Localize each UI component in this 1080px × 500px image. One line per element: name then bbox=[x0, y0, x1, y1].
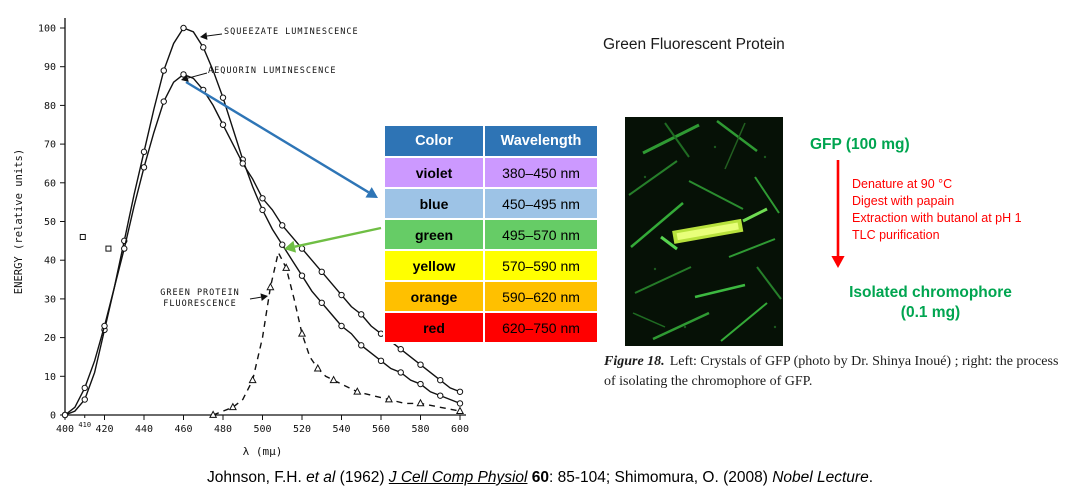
process-step: Denature at 90 °C bbox=[852, 177, 953, 191]
wavelength-cell-green: 495–570 nm bbox=[483, 218, 599, 251]
wavelength-color-table: Color Wavelength violet 380–450 nm blue 450… bbox=[383, 124, 599, 344]
svg-text:440: 440 bbox=[135, 424, 153, 435]
color-table-header-color: Color bbox=[383, 124, 485, 158]
svg-text:30: 30 bbox=[44, 294, 56, 305]
wavelength-cell-violet: 380–450 nm bbox=[483, 156, 599, 189]
wavelength-cell-red: 620–750 nm bbox=[483, 311, 599, 344]
color-table-row-red: red 620–750 nm bbox=[383, 311, 599, 344]
process-step: TLC purification bbox=[852, 227, 940, 242]
process-step: Digest with papain bbox=[852, 193, 955, 208]
svg-text:50: 50 bbox=[44, 217, 56, 228]
color-table-row-violet: violet 380–450 nm bbox=[383, 156, 599, 189]
svg-text:λ (mμ): λ (mμ) bbox=[243, 445, 283, 458]
svg-text:600: 600 bbox=[451, 424, 469, 435]
color-table-header-row: Color Wavelength bbox=[383, 124, 599, 158]
svg-text:10: 10 bbox=[44, 372, 56, 383]
svg-text:540: 540 bbox=[332, 424, 350, 435]
svg-text:ENERGY (relative units): ENERGY (relative units) bbox=[13, 149, 25, 294]
svg-text:20: 20 bbox=[44, 333, 56, 344]
gfp-process-steps: Denature at 90 °C Digest with papain Extra… bbox=[852, 176, 1022, 244]
crystals-photo-svg bbox=[625, 117, 783, 346]
svg-text:410: 410 bbox=[78, 421, 91, 429]
color-cell-orange: orange bbox=[383, 280, 485, 313]
color-cell-yellow: yellow bbox=[383, 249, 485, 282]
color-cell-blue: blue bbox=[383, 187, 485, 220]
svg-text:60: 60 bbox=[44, 178, 56, 189]
citation-segment: (1962) bbox=[335, 469, 389, 486]
isolated-chromophore-line2: (0.1 mg) bbox=[900, 304, 961, 322]
gfp-section-title: Green Fluorescent Protein bbox=[603, 36, 785, 53]
svg-text:460: 460 bbox=[174, 424, 192, 435]
color-table-row-orange: orange 590–620 nm bbox=[383, 280, 599, 313]
wavelength-cell-blue: 450–495 nm bbox=[483, 187, 599, 220]
color-table-row-green: green 495–570 nm bbox=[383, 218, 599, 251]
citation-segment: : 85-104; Shimomura, O. (2008) bbox=[549, 469, 773, 486]
curve-label-aequorin: AEQUORIN LUMINESCENCE bbox=[208, 66, 337, 76]
color-cell-violet: violet bbox=[383, 156, 485, 189]
svg-text:90: 90 bbox=[44, 62, 56, 73]
gfp-crystals-image bbox=[625, 117, 783, 346]
curve-label-green-protein: GREEN PROTEIN FLUORESCENCE bbox=[160, 288, 240, 310]
citation-segment: et al bbox=[306, 469, 336, 486]
wavelength-cell-orange: 590–620 nm bbox=[483, 280, 599, 313]
figure-caption: Figure 18. Left: Crystals of GFP (photo b… bbox=[604, 352, 1072, 393]
color-cell-green: green bbox=[383, 218, 485, 251]
isolated-chromophore-line1: Isolated chromophore bbox=[849, 284, 1012, 301]
svg-text:400: 400 bbox=[56, 424, 74, 435]
svg-text:520: 520 bbox=[293, 424, 311, 435]
color-table-row-yellow: yellow 570–590 nm bbox=[383, 249, 599, 282]
citation-segment: 60 bbox=[531, 469, 550, 486]
svg-text:80: 80 bbox=[44, 101, 56, 112]
svg-text:480: 480 bbox=[214, 424, 232, 435]
svg-text:70: 70 bbox=[44, 140, 56, 151]
citation-segment: . bbox=[868, 469, 874, 486]
citation-segment: Nobel Lecture bbox=[772, 469, 869, 486]
isolated-chromophore-label: Isolated chromophore (0.1 mg) bbox=[838, 283, 1023, 323]
citation-line: Johnson, F.H. et al (1962) J Cell Comp P… bbox=[0, 469, 1080, 487]
svg-text:40: 40 bbox=[44, 256, 56, 267]
svg-text:560: 560 bbox=[372, 424, 390, 435]
process-step: Extraction with butanol at pH 1 bbox=[852, 210, 1022, 225]
svg-text:0: 0 bbox=[50, 411, 56, 422]
citation-segment: Johnson, F.H. bbox=[206, 469, 307, 486]
figure-caption-label: Figure 18. bbox=[604, 354, 665, 369]
curve-label-squeezate: SQUEEZATE LUMINESCENCE bbox=[224, 27, 359, 37]
color-cell-red: red bbox=[383, 311, 485, 344]
svg-text:500: 500 bbox=[253, 424, 271, 435]
color-table-row-blue: blue 450–495 nm bbox=[383, 187, 599, 220]
citation-segment: J Cell Comp Physiol bbox=[388, 469, 528, 486]
figure-caption-text: Left: Crystals of GFP (photo by Dr. Shin… bbox=[604, 354, 1059, 390]
color-table-header-wavelength: Wavelength bbox=[483, 124, 599, 158]
svg-text:420: 420 bbox=[95, 424, 113, 435]
wavelength-cell-yellow: 570–590 nm bbox=[483, 249, 599, 282]
svg-text:580: 580 bbox=[411, 424, 429, 435]
gfp-start-label: GFP (100 mg) bbox=[810, 136, 910, 153]
svg-text:100: 100 bbox=[38, 24, 56, 35]
